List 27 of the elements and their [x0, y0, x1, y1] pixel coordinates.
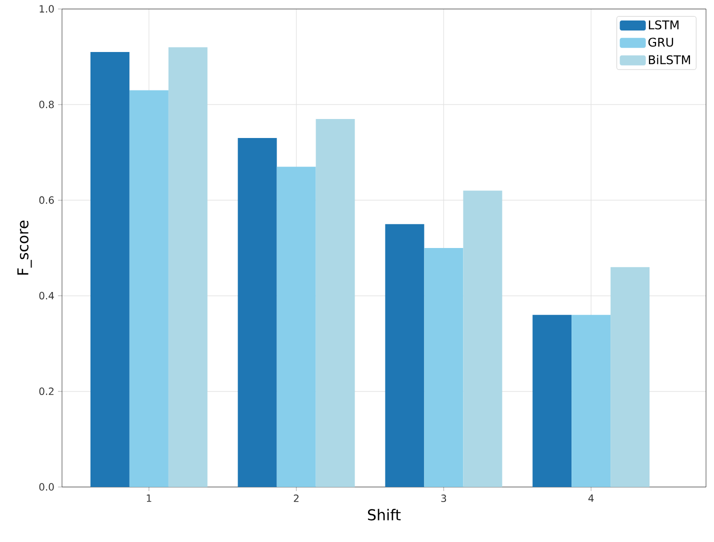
bar	[610, 267, 650, 487]
y-tick-label: 1.0	[40, 5, 54, 13]
x-tick-label: 3	[441, 494, 446, 502]
bar	[276, 166, 316, 487]
x-tick-label: 1	[146, 494, 152, 502]
y-tick-label: 0.4	[39, 292, 54, 300]
y-tick-label: 0.2	[39, 387, 54, 396]
legend-label: BiLSTM	[648, 55, 690, 64]
bar	[463, 190, 502, 487]
legend-label: LSTM	[648, 20, 678, 30]
legend-label: GRU	[648, 38, 674, 47]
y-axis-title: F_score	[17, 220, 32, 275]
bar	[168, 47, 208, 487]
bar	[572, 314, 611, 487]
bar	[424, 248, 464, 487]
bar	[129, 90, 168, 487]
bar	[238, 138, 277, 487]
y-tick-label: 0.8	[39, 100, 54, 108]
y-tick-label: 0.0	[39, 483, 54, 491]
x-axis-title: Shift	[368, 508, 401, 520]
bar	[316, 118, 355, 487]
bar	[90, 52, 130, 487]
bar	[385, 224, 424, 487]
y-tick-label: 0.6	[39, 196, 54, 204]
bar	[532, 314, 572, 487]
x-tick-label: 2	[294, 494, 298, 502]
x-tick-label: 4	[588, 494, 594, 502]
